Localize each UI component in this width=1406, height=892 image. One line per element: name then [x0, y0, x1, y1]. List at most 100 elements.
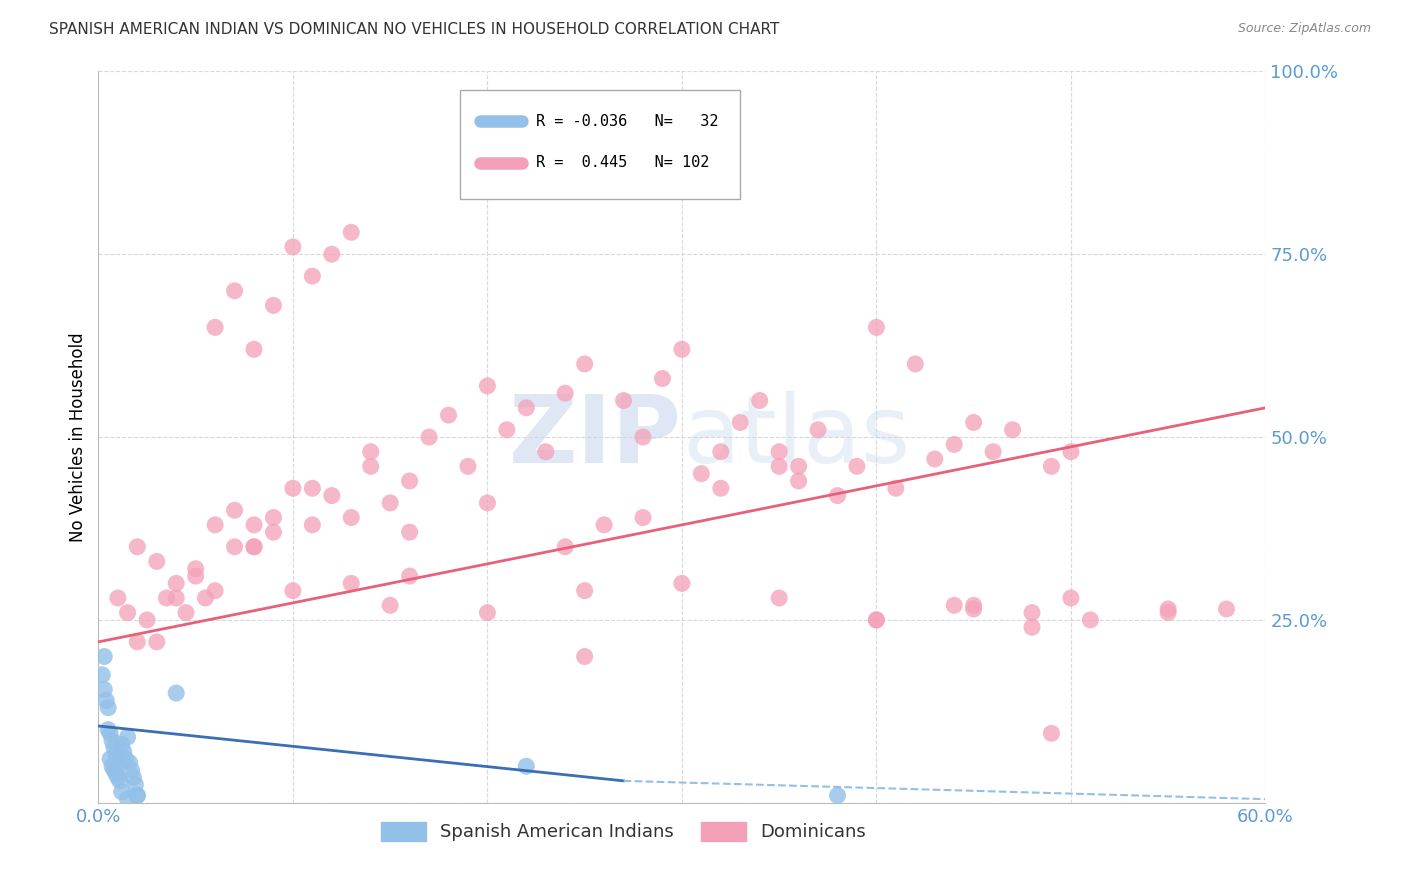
Point [117, 792, 139, 806]
Point [301, 517, 323, 532]
Point [165, 591, 187, 605]
Point [93, 649, 115, 664]
Point [93, 682, 115, 697]
Point [865, 613, 887, 627]
Point [515, 401, 537, 415]
Point [262, 525, 284, 540]
Point [101, 733, 124, 747]
Point [117, 730, 139, 744]
Point [204, 517, 226, 532]
Text: atlas: atlas [682, 391, 910, 483]
Point [165, 576, 187, 591]
Legend: Spanish American Indians, Dominicans: Spanish American Indians, Dominicans [374, 814, 873, 848]
Point [184, 562, 207, 576]
Point [97, 700, 120, 714]
Point [418, 430, 440, 444]
Point [281, 240, 304, 254]
Point [96, 693, 118, 707]
Point [613, 393, 636, 408]
Point [380, 496, 402, 510]
Point [398, 569, 420, 583]
Point [1001, 423, 1024, 437]
Point [98, 726, 121, 740]
Point [1060, 591, 1083, 605]
Point [515, 759, 537, 773]
Point [107, 770, 129, 784]
Point [1040, 459, 1063, 474]
Point [477, 606, 499, 620]
Point [321, 247, 343, 261]
Point [127, 789, 149, 803]
Point [554, 386, 576, 401]
Point [690, 467, 713, 481]
Point [827, 789, 849, 803]
Point [924, 452, 946, 467]
Point [962, 599, 984, 613]
Point [1040, 726, 1063, 740]
Point [174, 606, 197, 620]
Point [224, 540, 246, 554]
Point [127, 789, 149, 803]
Point [301, 481, 323, 495]
Point [846, 459, 869, 474]
Point [943, 599, 966, 613]
Point [97, 723, 120, 737]
Point [243, 540, 266, 554]
Point [114, 752, 136, 766]
Point [1021, 620, 1043, 634]
Point [398, 474, 420, 488]
Point [671, 576, 693, 591]
Text: Source: ZipAtlas.com: Source: ZipAtlas.com [1237, 22, 1371, 36]
Point [340, 510, 363, 524]
Point [1157, 606, 1180, 620]
Point [136, 613, 159, 627]
Point [146, 554, 169, 568]
Point [321, 489, 343, 503]
Point [111, 737, 134, 751]
Point [243, 540, 266, 554]
Point [671, 343, 693, 357]
Text: R =  0.445   N= 102: R = 0.445 N= 102 [536, 155, 710, 170]
Point [108, 773, 131, 788]
Point [962, 602, 984, 616]
Point [122, 770, 145, 784]
Point [155, 591, 177, 605]
Point [107, 591, 129, 605]
Point [104, 766, 127, 780]
Point [281, 583, 304, 598]
Point [91, 667, 114, 681]
Point [262, 510, 284, 524]
Point [477, 496, 499, 510]
Point [593, 517, 616, 532]
Point [534, 444, 557, 458]
Point [574, 583, 596, 598]
Point [865, 320, 887, 334]
Point [574, 357, 596, 371]
Point [262, 298, 284, 312]
Text: R = -0.036   N=   32: R = -0.036 N= 32 [536, 113, 718, 128]
Point [943, 437, 966, 451]
Point [554, 540, 576, 554]
Point [437, 408, 460, 422]
Point [103, 740, 125, 755]
Point [243, 517, 266, 532]
Point [194, 591, 217, 605]
Point [651, 371, 673, 385]
Point [101, 759, 124, 773]
Text: SPANISH AMERICAN INDIAN VS DOMINICAN NO VEHICLES IN HOUSEHOLD CORRELATION CHART: SPANISH AMERICAN INDIAN VS DOMINICAN NO … [49, 22, 779, 37]
Point [787, 459, 810, 474]
Point [107, 756, 129, 770]
Point [340, 225, 363, 239]
Point [631, 430, 654, 444]
Point [574, 649, 596, 664]
Point [118, 756, 141, 770]
Point [112, 745, 135, 759]
Point [243, 343, 266, 357]
Point [111, 785, 134, 799]
Point [104, 748, 127, 763]
Point [146, 635, 169, 649]
Point [127, 540, 149, 554]
Point [884, 481, 907, 495]
Point [117, 606, 139, 620]
Point [748, 393, 770, 408]
